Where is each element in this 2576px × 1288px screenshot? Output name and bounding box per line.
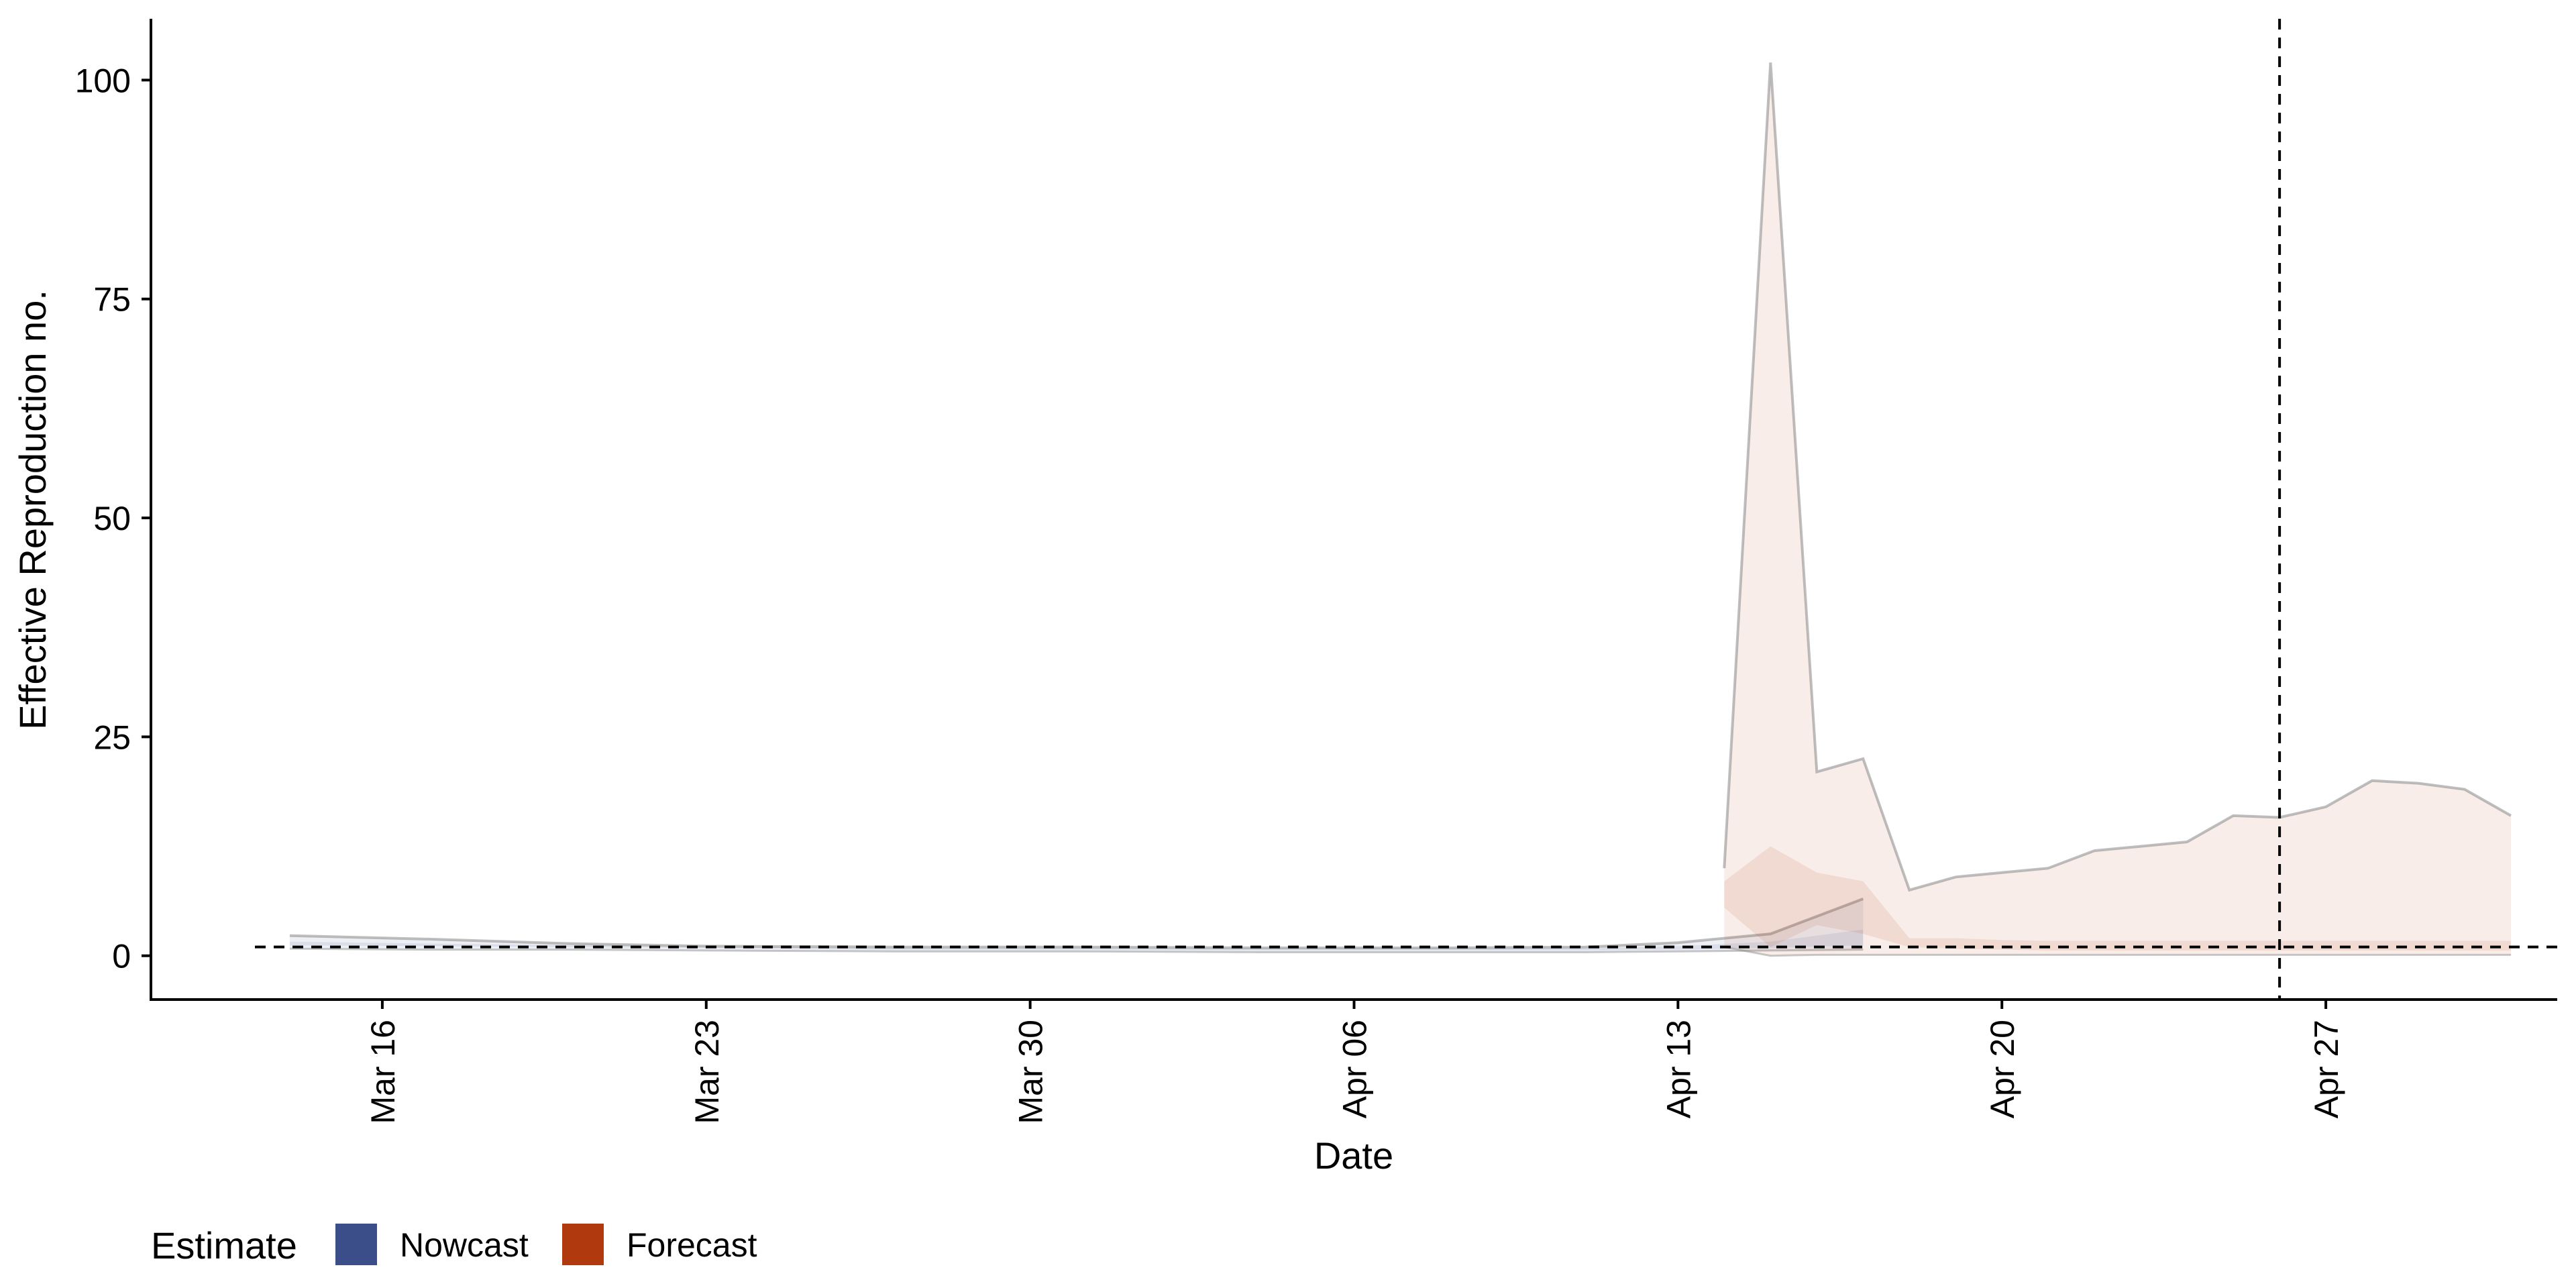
series-layer xyxy=(289,62,2512,957)
x-axis-title: Date xyxy=(1314,1134,1393,1177)
band-outer-forecast xyxy=(1724,62,2511,956)
band-lower-line-forecast xyxy=(1724,946,2511,957)
y-tick-label: 0 xyxy=(112,938,131,975)
legend-label-forecast: Forecast xyxy=(627,1226,757,1264)
x-tick-label: Mar 23 xyxy=(688,1020,726,1124)
legend-key-forecast xyxy=(562,1224,604,1265)
x-ticks: Mar 16 Mar 23 Mar 30 Apr 06 Apr 13 Apr 20 Apr … xyxy=(364,1000,2345,1124)
band-inner-nowcast xyxy=(289,929,1864,951)
legend-key-nowcast xyxy=(335,1224,377,1265)
band-lower-line-nowcast xyxy=(289,947,1864,953)
x-tick-label: Mar 16 xyxy=(364,1020,402,1124)
legend-label-nowcast: Nowcast xyxy=(400,1226,529,1264)
y-tick-label: 50 xyxy=(93,500,131,537)
x-tick-label: Apr 27 xyxy=(2308,1020,2345,1118)
x-tick-label: Apr 13 xyxy=(1660,1020,1697,1118)
reference-lines xyxy=(255,19,2557,1000)
legend: Estimate Nowcast Forecast xyxy=(151,1224,757,1267)
x-tick-label: Apr 06 xyxy=(1336,1020,1374,1118)
y-tick-label: 100 xyxy=(75,62,131,99)
y-tick-label: 75 xyxy=(93,281,131,319)
x-tick-label: Apr 20 xyxy=(1984,1020,2021,1118)
band-upper-line-nowcast xyxy=(289,898,1864,949)
y-tick-label: 25 xyxy=(93,718,131,756)
y-axis-title: Effective Reproduction no. xyxy=(11,290,54,730)
y-ticks: 0 25 50 75 100 xyxy=(75,62,151,975)
x-tick-label: Mar 30 xyxy=(1012,1020,1050,1124)
band-upper-line-forecast xyxy=(1723,62,2512,892)
legend-title: Estimate xyxy=(151,1224,297,1267)
